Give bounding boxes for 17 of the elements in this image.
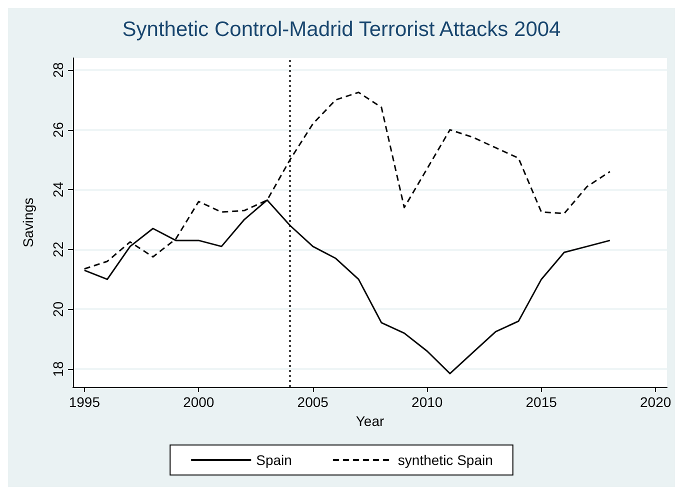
x-tick-label: 2020 [640, 394, 672, 410]
chart-title: Synthetic Control-Madrid Terrorist Attacks 2004 [122, 18, 562, 41]
legend-label: synthetic Spain [398, 452, 493, 468]
x-tick-label: 2015 [526, 394, 558, 410]
x-tick-label: 2005 [297, 394, 329, 410]
y-tick-label: 22 [50, 241, 66, 258]
y-tick-label: 24 [50, 182, 66, 198]
x-tick-label: 2000 [183, 394, 214, 410]
y-tick-label: 20 [50, 301, 66, 318]
x-tick-label: 2010 [412, 394, 443, 410]
y-tick-label: 26 [50, 122, 66, 138]
x-tick-label: 1995 [68, 394, 100, 410]
legend-label: Spain [256, 452, 292, 468]
y-axis-title: Savings [20, 198, 36, 248]
y-tick-label: 28 [50, 62, 66, 78]
x-axis-title: Year [356, 412, 384, 429]
y-tick-label: 18 [50, 361, 66, 377]
